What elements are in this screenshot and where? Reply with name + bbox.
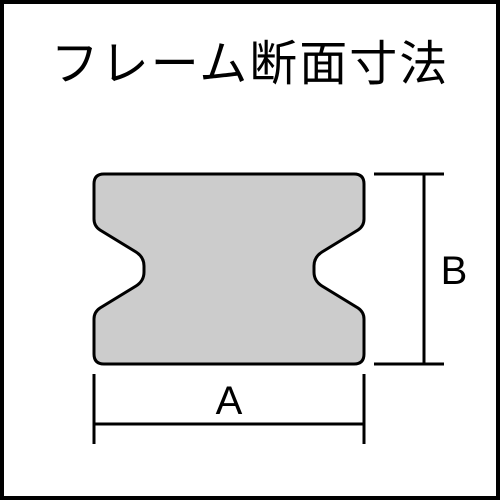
dimension-b-label: B (441, 249, 468, 293)
diagram-svg: A B (34, 144, 474, 474)
dimension-b: B (374, 174, 467, 364)
figure-container: フレーム断面寸法 A B (0, 0, 500, 500)
figure-title: フレーム断面寸法 (4, 24, 496, 94)
dimension-a: A (94, 374, 364, 444)
cross-section-shape (94, 174, 364, 364)
dimension-a-label: A (216, 379, 243, 423)
cross-section-diagram: A B (34, 144, 474, 474)
